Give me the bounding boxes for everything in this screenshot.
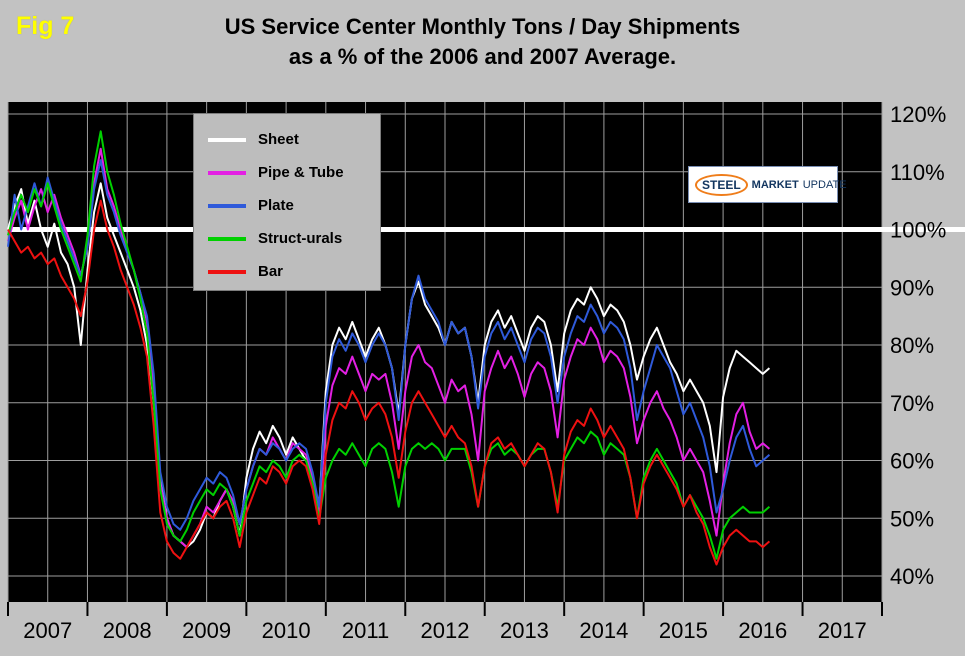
x-axis-label: 2015 xyxy=(659,618,708,643)
legend-label: Bar xyxy=(258,263,284,280)
x-axis-label: 2014 xyxy=(579,618,628,643)
chart-title: US Service Center Monthly Tons / Day Shi… xyxy=(0,12,965,71)
legend-label: Pipe & Tube xyxy=(258,164,344,181)
x-axis-label: 2009 xyxy=(182,618,231,643)
series-line-bar xyxy=(7,199,771,566)
chart-title-line2: as a % of the 2006 and 2007 Average. xyxy=(288,43,677,69)
x-axis-label: 2017 xyxy=(818,618,867,643)
legend-label: Struct-urals xyxy=(258,230,343,247)
x-axis-label: 2012 xyxy=(421,618,470,643)
legend-item-pipe-tube: Pipe & Tube xyxy=(208,156,380,189)
legend-label: Plate xyxy=(258,197,294,214)
figure-number: Fig 7 xyxy=(16,12,75,40)
y-axis-label: 120% xyxy=(890,102,946,127)
legend-swatch xyxy=(208,269,246,274)
legend-swatch xyxy=(208,137,246,142)
x-axis-label: 2010 xyxy=(262,618,311,643)
legend-swatch xyxy=(208,203,246,208)
y-axis-label: 100% xyxy=(890,218,946,243)
y-axis-label: 110% xyxy=(890,160,945,185)
x-axis-label: 2011 xyxy=(342,618,389,643)
y-axis-label: 60% xyxy=(890,449,934,474)
y-axis-label: 50% xyxy=(890,506,934,531)
x-axis-label: 2016 xyxy=(738,618,787,643)
y-axis-label: 70% xyxy=(890,391,934,416)
legend-item-plate: Plate xyxy=(208,189,380,222)
legend-item-sheet: Sheet xyxy=(208,123,380,156)
legend-swatch xyxy=(208,236,246,241)
chart-title-line1: US Service Center Monthly Tons / Day Shi… xyxy=(224,14,741,39)
logo-update-text: UPDATE xyxy=(802,178,847,191)
legend-item-bar: Bar xyxy=(208,255,380,288)
logo-steel-text: STEEL xyxy=(695,173,748,197)
x-axis-label: 2013 xyxy=(500,618,549,643)
logo-market-text: MARKET xyxy=(751,178,799,191)
x-axis-label: 2007 xyxy=(23,618,72,643)
y-axis-label: 80% xyxy=(890,333,934,358)
y-axis-label: 90% xyxy=(890,275,934,300)
steel-market-update-logo: STEEL MARKET UPDATE xyxy=(688,166,847,203)
legend-item-struct-urals: Struct-urals xyxy=(208,222,380,255)
legend-swatch xyxy=(208,170,246,175)
x-axis-label: 2008 xyxy=(103,618,152,643)
y-axis-label: 40% xyxy=(890,564,934,589)
legend-label: Sheet xyxy=(258,131,299,148)
legend: Sheet Pipe & Tube Plate Struct-urals Bar xyxy=(193,113,381,291)
